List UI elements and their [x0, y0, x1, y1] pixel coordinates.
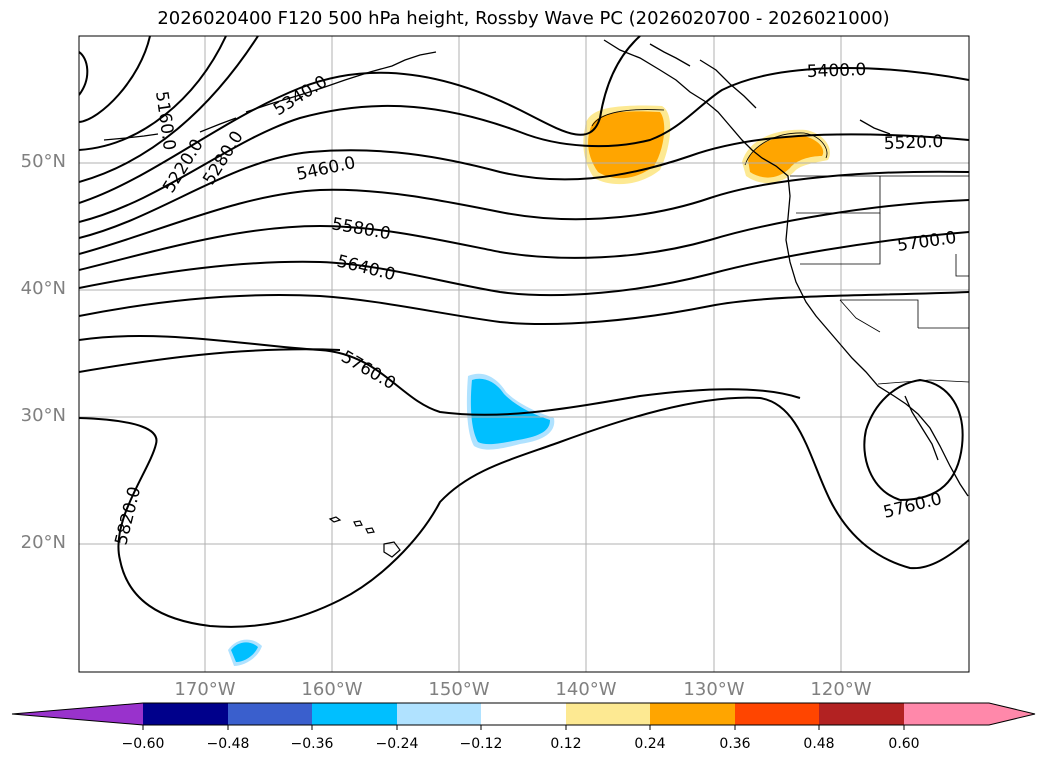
colorbar [11, 702, 1036, 730]
colorbar-segment [143, 703, 228, 725]
lon-label-130w: 130°W [683, 679, 745, 700]
contour-label: 5820.0 [111, 485, 145, 548]
colorbar-tick-label: −0.24 [375, 736, 419, 752]
colorbar-segment [904, 703, 989, 725]
lat-label-50n: 50°N [20, 151, 66, 172]
colorbar-tick-label: −0.36 [290, 736, 334, 752]
borders [790, 175, 969, 385]
colorbar-segment [566, 703, 650, 725]
colorbar-tick-label: −0.12 [459, 736, 503, 752]
colorbar-tick-label: 0.12 [550, 736, 582, 752]
colorbar-segment [312, 703, 397, 725]
lat-label-40n: 40°N [20, 278, 66, 299]
contour-label: 5760.0 [338, 347, 400, 394]
lon-label-170w: 170°W [174, 679, 236, 700]
lon-label-120w: 120°W [810, 679, 872, 700]
colorbar-ticks [142, 725, 905, 730]
colorbar-tick-label: 0.48 [803, 736, 835, 752]
contour-label: 5700.0 [896, 228, 958, 256]
colorbar-segment [397, 703, 481, 725]
lat-label-30n: 30°N [20, 405, 66, 426]
colorbar-segment [650, 703, 735, 725]
colorbar-extend-max [989, 703, 1035, 725]
colorbar-segment [819, 703, 904, 725]
colorbar-tick-label: −0.60 [121, 736, 165, 752]
contour-label: 5640.0 [335, 251, 398, 285]
contour-labels: 5160.0 5220.0 5280.0 5340.0 5400.0 5460.… [111, 60, 957, 547]
colorbar-tick-label: −0.48 [206, 736, 250, 752]
hawaiian-islands [328, 516, 401, 558]
contour-label: 5160.0 [151, 90, 179, 152]
negative-anomaly-southwest [228, 639, 262, 666]
coastlines [103, 39, 969, 497]
lon-label-140w: 140°W [555, 679, 617, 700]
graticule [79, 36, 969, 672]
lon-label-160w: 160°W [301, 679, 363, 700]
negative-anomaly-central-pacific [466, 373, 555, 450]
colorbar-tick-label: 0.36 [719, 736, 751, 752]
contour-label: 5520.0 [883, 132, 943, 154]
colorbar-tick-label: 0.24 [634, 736, 666, 752]
contour-label: 5400.0 [806, 60, 866, 82]
contour-label: 5760.0 [881, 489, 944, 523]
positive-anomaly-pacific-northwest [742, 129, 830, 184]
height-contours [79, 36, 969, 628]
colorbar-segment [735, 703, 819, 725]
lon-label-150w: 150°W [428, 679, 490, 700]
colorbar-extend-min [12, 703, 143, 725]
contour-label: 5460.0 [295, 153, 357, 185]
contour-label: 5580.0 [330, 214, 392, 244]
colorbar-segment [481, 703, 566, 725]
plot-frame [78, 35, 970, 673]
colorbar-tick-label: 0.60 [888, 736, 920, 752]
map-title: 2026020400 F120 500 hPa height, Rossby W… [157, 8, 890, 29]
colorbar-segment [228, 703, 312, 725]
lat-label-20n: 20°N [20, 532, 66, 553]
